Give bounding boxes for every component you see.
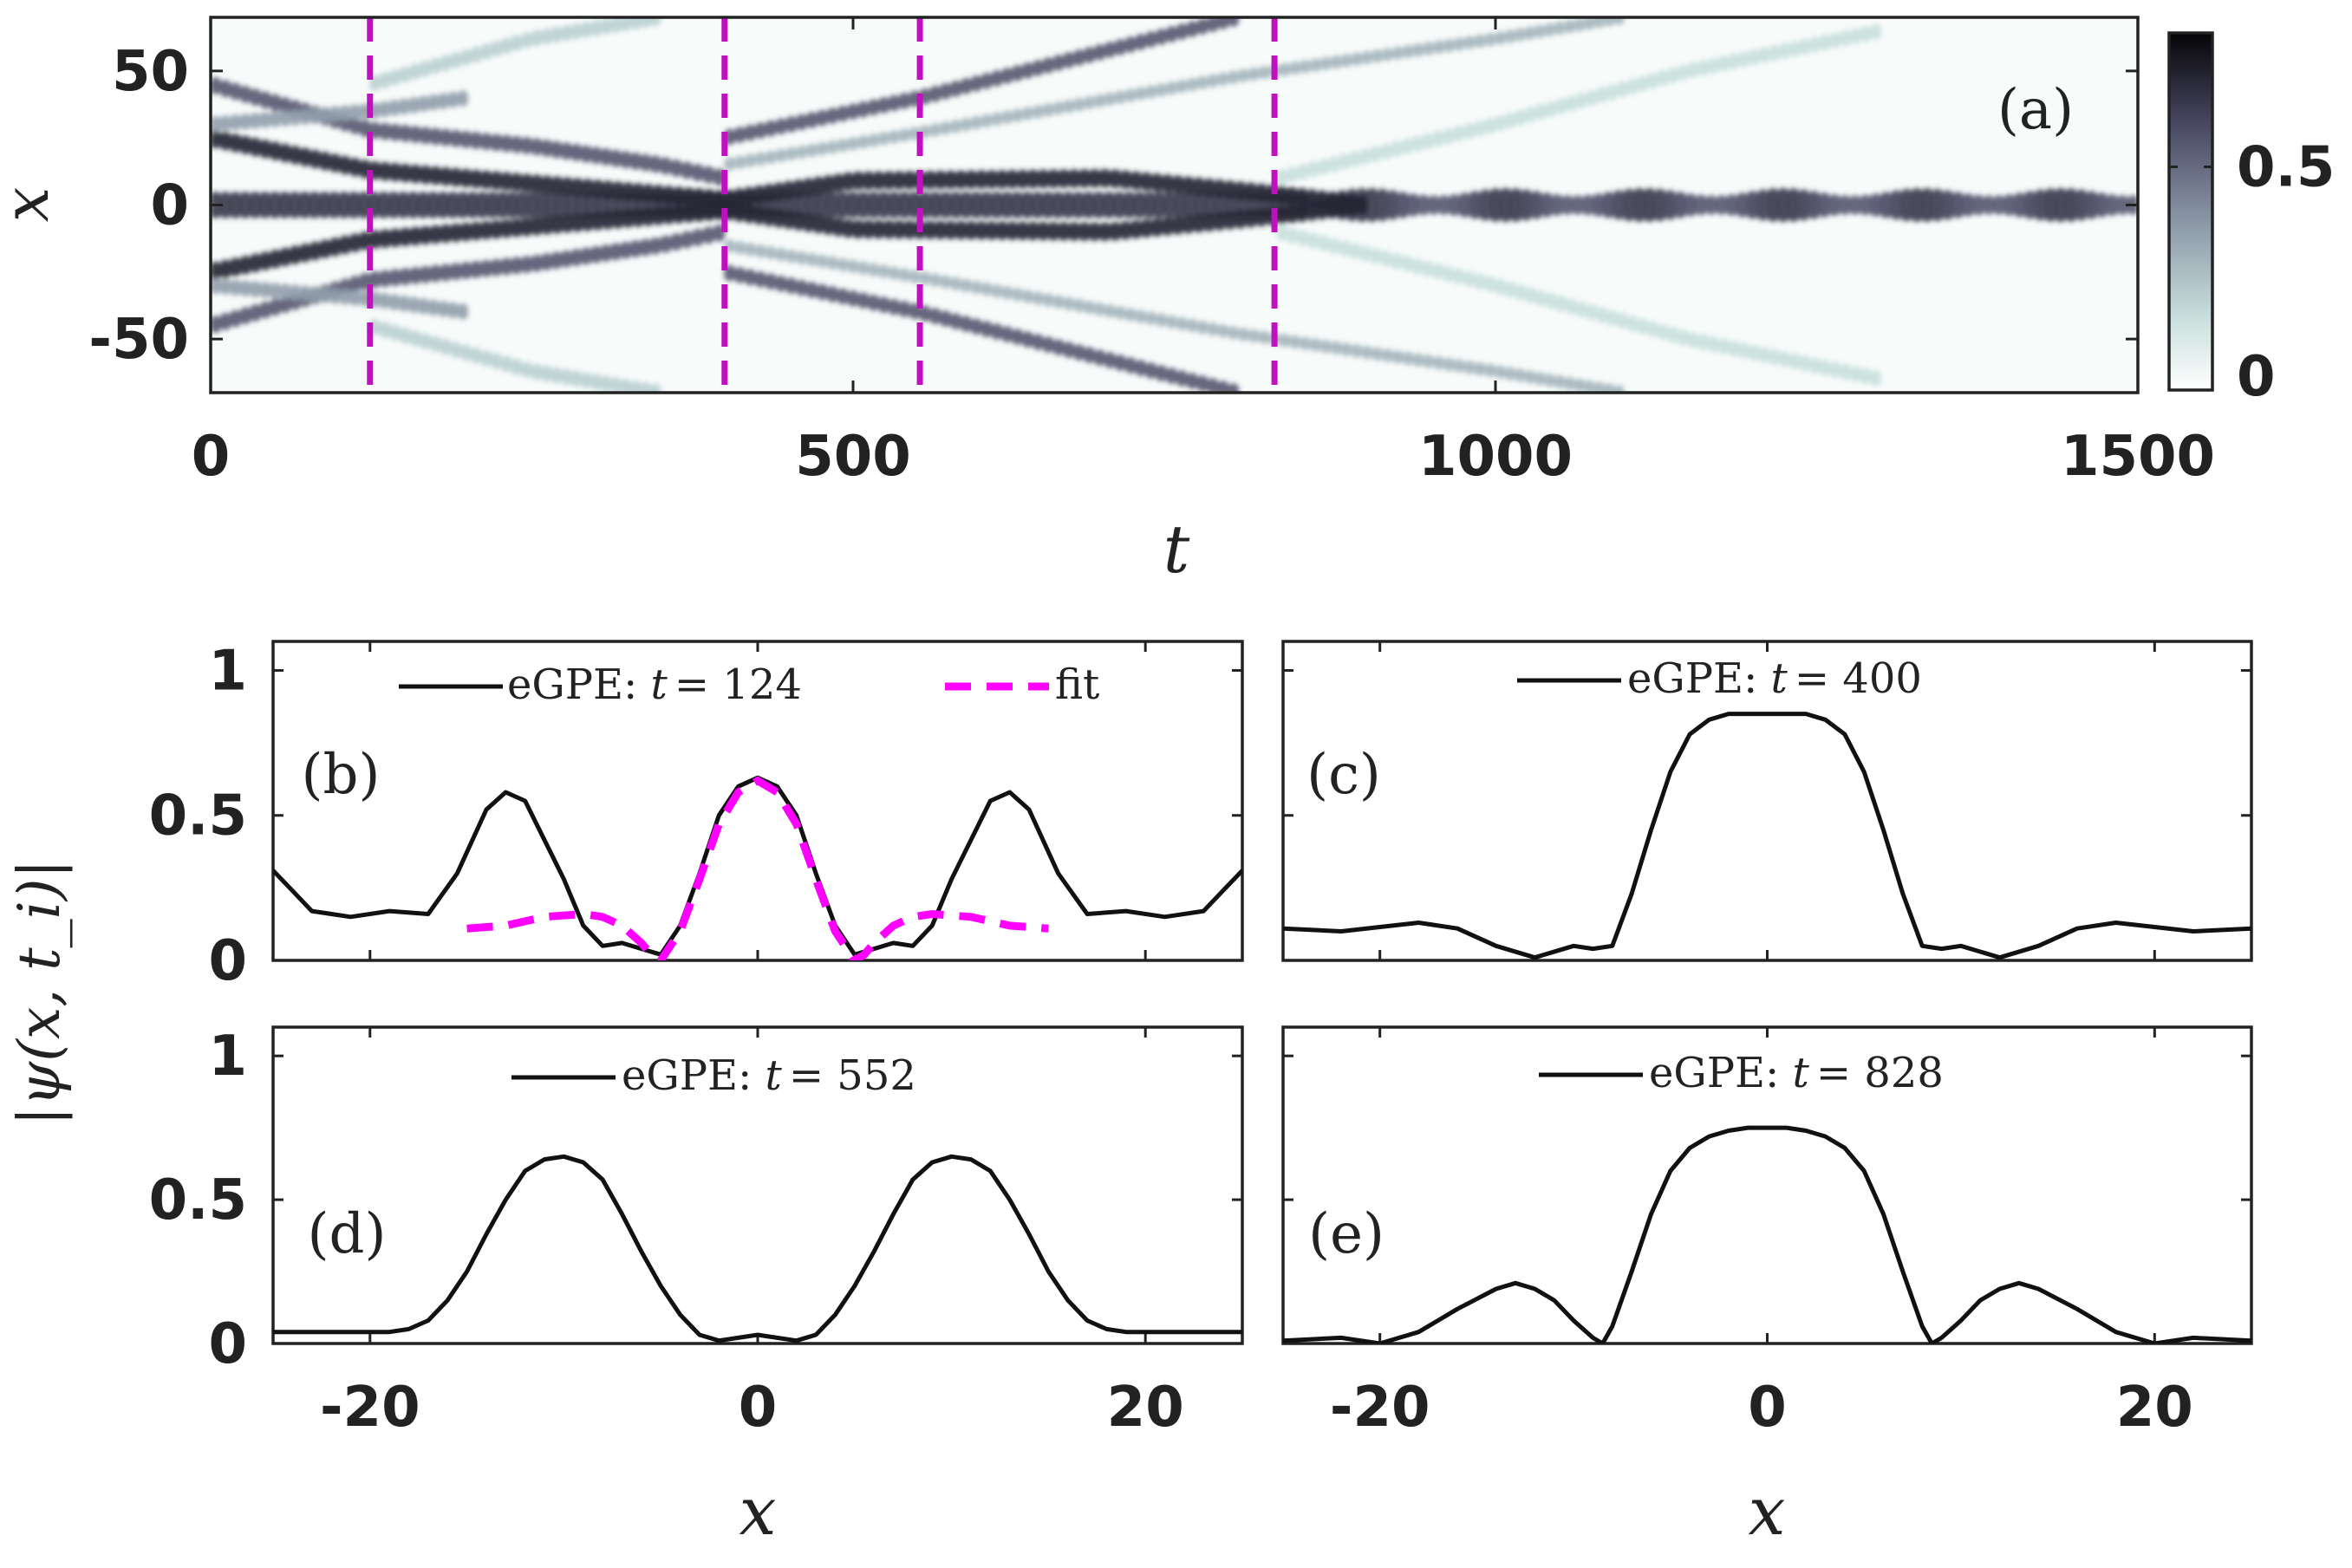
y-tick-label: 50 bbox=[112, 40, 189, 104]
panel-d-curves bbox=[273, 1154, 1242, 1344]
heatmap-band-upper-ejected-2 bbox=[724, 17, 1625, 171]
panel-e-curves bbox=[1283, 1125, 2251, 1344]
panel-e: -20 0 20 (e) eGPE: t = 828 x bbox=[1281, 1025, 2253, 1550]
legend-label-fit: fit bbox=[1055, 660, 1099, 709]
x-tick-label: 0 bbox=[192, 425, 231, 489]
heatmap-band-lower-late-wave bbox=[1276, 224, 1882, 387]
heatmap-band-upper-late-wave bbox=[1276, 23, 1882, 185]
x-tick-label: 0 bbox=[739, 1376, 778, 1440]
panel-d-ticks: 1 0.5 0 -20 0 20 bbox=[149, 1025, 1242, 1440]
colorbar-tick-label: 0 bbox=[2237, 345, 2276, 409]
panel-c: (c) eGPE: t = 400 bbox=[1281, 640, 2253, 962]
panel-a-label: (a) bbox=[1997, 78, 2074, 142]
y-tick-label: -50 bbox=[88, 308, 189, 372]
heatmap-band-upper-ejected-1 bbox=[724, 17, 1240, 146]
series-egpe bbox=[273, 775, 1242, 957]
legend-label-egpe: eGPE: t = 400 bbox=[1627, 654, 1922, 703]
panel-b-curves bbox=[273, 775, 1242, 960]
series-egpe bbox=[273, 1154, 1242, 1344]
panel-d: 1 0.5 0 -20 0 20 (d) eGPE: t = 552 x bbox=[149, 1025, 1244, 1550]
heatmap-band-upper-early-wave bbox=[369, 17, 661, 91]
heatmap-band-upper-inner-trail bbox=[211, 129, 1368, 214]
panel-b-label: (b) bbox=[302, 743, 381, 807]
x-tick-label: 20 bbox=[1107, 1376, 1184, 1440]
colorbar bbox=[2169, 33, 2212, 390]
panel-c-curves bbox=[1283, 712, 2251, 960]
panel-b: 10.50 (b) eGPE: t = 124 fit bbox=[149, 639, 1244, 993]
series-fit bbox=[466, 776, 1049, 960]
x-tick-label: -20 bbox=[1330, 1376, 1430, 1440]
heatmap-band-lower-inner-trail bbox=[211, 196, 1368, 281]
panel-e-ticks: -20 0 20 bbox=[1283, 1027, 2251, 1440]
heatmap-band-lower-outer-trail bbox=[211, 277, 468, 320]
panel-d-x-axis-label: x bbox=[739, 1473, 777, 1550]
y-tick-label: 0 bbox=[208, 1312, 247, 1376]
heatmap-y-axis-label: x bbox=[0, 187, 62, 223]
heatmap-y-ticks: 50 0 -50 bbox=[88, 40, 2138, 372]
time-markers bbox=[367, 17, 1278, 393]
y-tick-label: 1 bbox=[208, 1025, 247, 1089]
legend-label-egpe: eGPE: t = 124 bbox=[507, 660, 802, 709]
series-egpe bbox=[1283, 712, 2251, 960]
heatmap-band-lower-early-wave bbox=[369, 319, 661, 393]
heatmap-band-lower-ejected-2 bbox=[724, 239, 1625, 393]
heatmap-x-ticks: 0 500 1000 1500 bbox=[192, 17, 2215, 489]
legend-label-egpe: eGPE: t = 552 bbox=[622, 1051, 916, 1100]
series-egpe bbox=[1283, 1125, 2251, 1344]
x-tick-label: 500 bbox=[795, 425, 911, 489]
colorbar-tick-label: 0.5 bbox=[2237, 136, 2335, 200]
legend-label-egpe: eGPE: t = 828 bbox=[1649, 1049, 1944, 1097]
panel-c-ticks bbox=[1283, 641, 2251, 962]
y-tick-label: 0.5 bbox=[149, 784, 247, 849]
heatmap-band-lower-ejected-1 bbox=[724, 264, 1240, 393]
panel-c-label: (c) bbox=[1306, 743, 1381, 807]
y-tick-label: 0.5 bbox=[149, 1168, 247, 1233]
panel-e-label: (e) bbox=[1308, 1202, 1384, 1266]
heatmap-x-axis-label: t bbox=[1163, 511, 1190, 588]
y-tick-label: 0 bbox=[150, 174, 189, 238]
x-tick-label: 20 bbox=[2116, 1376, 2193, 1440]
y-tick-label: 1 bbox=[208, 639, 247, 703]
x-tick-label: -20 bbox=[320, 1376, 420, 1440]
colorbar-ticks: 0.50 bbox=[2169, 136, 2335, 409]
shared-y-axis-label: |ψ(x, t_i)| bbox=[6, 859, 73, 1126]
heatmap-bands bbox=[211, 17, 2138, 393]
x-tick-label: 1000 bbox=[1418, 425, 1573, 489]
panel-d-label: (d) bbox=[308, 1202, 387, 1266]
panel-e-x-axis-label: x bbox=[1749, 1473, 1786, 1550]
colorbar-frame bbox=[2167, 31, 2214, 392]
x-tick-label: 1500 bbox=[2061, 425, 2215, 489]
panel-b-ticks: 10.50 bbox=[149, 639, 1242, 993]
y-tick-label: 0 bbox=[208, 929, 247, 993]
x-tick-label: 0 bbox=[1748, 1376, 1787, 1440]
